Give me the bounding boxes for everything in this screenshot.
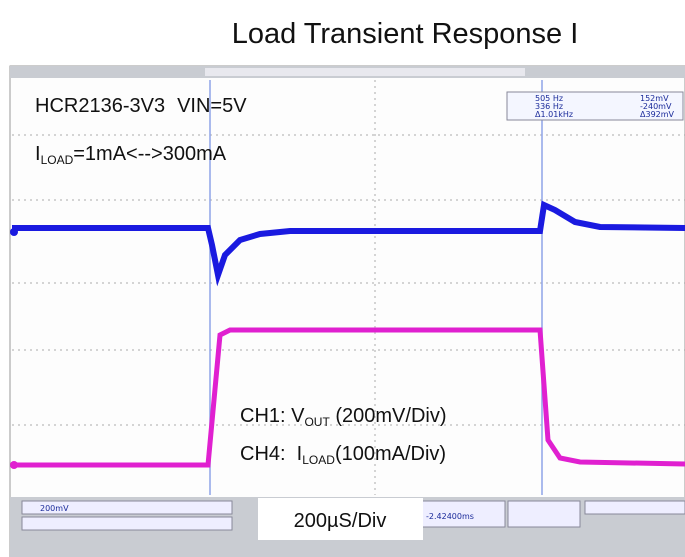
annotation: CH4: ILOAD(100mA/Div) bbox=[240, 443, 446, 467]
readout: Δ392mV bbox=[640, 110, 675, 119]
title: Load Transient Response I bbox=[232, 18, 579, 50]
page: Load Transient Response I 505 Hz 152mV 3… bbox=[0, 0, 685, 557]
text-part: CH1: V bbox=[240, 405, 305, 427]
subscript: LOAD bbox=[41, 153, 74, 167]
vin: VIN=5V bbox=[177, 95, 247, 117]
device: HCR2136-3V3 bbox=[35, 95, 165, 117]
subscript: OUT bbox=[304, 415, 330, 429]
text-part: (200mV/Div) bbox=[330, 405, 447, 427]
readout: Δ1.01kHz bbox=[535, 110, 573, 119]
scope-screen: 505 Hz 152mV 336 Hz -240mV Δ1.01kHz Δ392… bbox=[10, 66, 685, 557]
status-text: -2.42400ms bbox=[426, 512, 474, 521]
subscript: LOAD bbox=[302, 453, 335, 467]
annotation: HCR2136-3V3 VIN=5V bbox=[35, 95, 247, 117]
status-text: 200mV bbox=[40, 504, 69, 513]
timebase: 200µS/Div bbox=[294, 510, 387, 532]
text-part: =1mA<-->300mA bbox=[73, 143, 227, 165]
text-part: CH4: I bbox=[240, 443, 302, 465]
text-part: (100mA/Div) bbox=[335, 443, 446, 465]
annotation: CH1: VOUT (200mV/Div) bbox=[240, 405, 447, 429]
